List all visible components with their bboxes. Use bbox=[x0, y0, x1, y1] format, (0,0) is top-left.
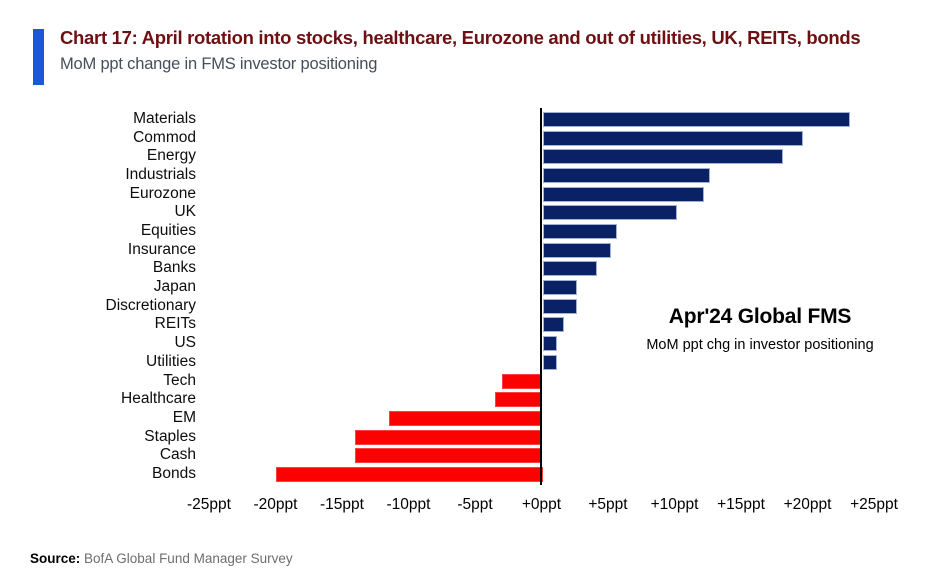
category-label-us: US bbox=[174, 334, 196, 352]
category-label-em: EM bbox=[172, 408, 196, 426]
bar-commod bbox=[543, 130, 804, 146]
category-label-discretionary: Discretionary bbox=[105, 296, 196, 314]
annotation-title: Apr'24 Global FMS bbox=[668, 305, 852, 328]
category-label-cash: Cash bbox=[159, 446, 196, 464]
category-label-bonds: Bonds bbox=[152, 464, 196, 482]
x-tick-label--10ppt: -10ppt bbox=[386, 496, 431, 513]
bar-insurance bbox=[543, 242, 611, 258]
x-tick-label-20ppt: +20ppt bbox=[783, 496, 832, 513]
source-line: Source: BofA Global Fund Manager Survey bbox=[30, 551, 293, 566]
category-label-uk: UK bbox=[174, 203, 196, 221]
category-label-industrials: Industrials bbox=[125, 166, 196, 184]
bar-industrials bbox=[543, 168, 711, 184]
x-tick-label-25ppt: +25ppt bbox=[850, 496, 898, 513]
x-tick-label-15ppt: +15ppt bbox=[717, 496, 765, 513]
bar-equities bbox=[543, 224, 618, 240]
bar-discretionary bbox=[543, 298, 578, 314]
chart-subtitle: MoM ppt change in FMS investor positioni… bbox=[60, 55, 378, 73]
x-tick-label--5ppt: -5ppt bbox=[457, 496, 493, 513]
bar-tech bbox=[501, 373, 543, 389]
bar-reits bbox=[543, 317, 564, 333]
x-tick-label-0ppt: +0ppt bbox=[521, 496, 562, 513]
x-tick-label--25ppt: -25ppt bbox=[187, 496, 231, 513]
bar-utilities bbox=[543, 354, 558, 370]
category-label-eurozone: Eurozone bbox=[129, 184, 196, 202]
category-label-japan: Japan bbox=[153, 278, 196, 296]
x-tick-label--15ppt: -15ppt bbox=[320, 496, 364, 513]
bar-us bbox=[543, 336, 558, 352]
bar-energy bbox=[543, 149, 784, 165]
chart-title: Chart 17: April rotation into stocks, he… bbox=[60, 27, 861, 48]
category-label-utilities: Utilities bbox=[146, 352, 196, 370]
category-label-materials: Materials bbox=[133, 110, 196, 127]
source-text: BofA Global Fund Manager Survey bbox=[80, 551, 293, 566]
bar-cash bbox=[355, 448, 543, 464]
x-tick-label-10ppt: +10ppt bbox=[650, 496, 699, 513]
category-label-reits: REITs bbox=[154, 315, 196, 333]
zero-axis-line bbox=[540, 108, 542, 485]
annotation-subtitle: MoM ppt chg in investor positioning bbox=[646, 337, 874, 353]
bar-staples bbox=[355, 429, 543, 445]
bar-uk bbox=[543, 205, 677, 221]
bar-healthcare bbox=[494, 392, 543, 408]
bar-banks bbox=[543, 261, 598, 277]
category-label-insurance: Insurance bbox=[127, 240, 196, 258]
category-label-commod: Commod bbox=[133, 128, 196, 146]
category-label-staples: Staples bbox=[144, 427, 196, 445]
title-accent-bar bbox=[33, 29, 44, 85]
category-label-tech: Tech bbox=[163, 371, 196, 389]
bar-materials bbox=[543, 112, 850, 127]
category-label-equities: Equities bbox=[140, 222, 196, 240]
bar-japan bbox=[543, 280, 578, 296]
bar-eurozone bbox=[543, 186, 704, 202]
x-tick-label--20ppt: -20ppt bbox=[253, 496, 298, 513]
plot-annotation: Apr'24 Global FMS MoM ppt chg in investo… bbox=[560, 305, 926, 353]
category-label-banks: Banks bbox=[152, 259, 196, 277]
bar-em bbox=[388, 410, 543, 426]
category-label-energy: Energy bbox=[146, 147, 196, 165]
source-label: Source: bbox=[30, 551, 81, 566]
bar-bonds bbox=[275, 466, 543, 482]
category-label-healthcare: Healthcare bbox=[121, 390, 196, 408]
x-tick-label-5ppt: +5ppt bbox=[588, 496, 628, 513]
